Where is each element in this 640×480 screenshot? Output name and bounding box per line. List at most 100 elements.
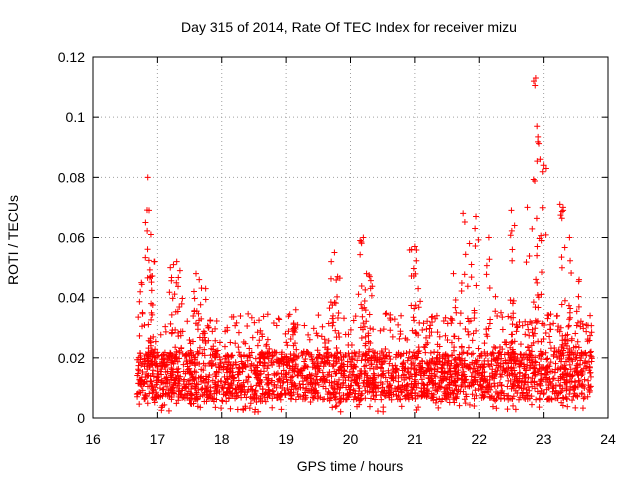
data-point xyxy=(366,403,373,410)
data-point xyxy=(578,390,585,397)
data-point xyxy=(135,366,142,373)
data-point xyxy=(270,388,277,395)
data-point xyxy=(283,359,290,366)
data-point xyxy=(307,381,314,388)
data-point xyxy=(534,252,541,259)
data-point xyxy=(560,207,567,214)
data-point xyxy=(188,385,195,392)
data-point xyxy=(151,354,158,361)
data-point xyxy=(170,261,177,268)
data-point xyxy=(162,328,169,335)
data-point xyxy=(212,325,219,332)
data-point xyxy=(242,361,249,368)
data-point xyxy=(428,329,435,336)
data-point xyxy=(426,361,433,368)
data-point xyxy=(486,256,493,263)
data-point xyxy=(456,402,463,409)
data-point xyxy=(433,396,440,403)
data-point xyxy=(144,366,151,373)
data-point xyxy=(581,376,588,383)
data-point xyxy=(217,356,224,363)
data-point xyxy=(200,375,207,382)
data-point xyxy=(192,362,199,369)
data-point xyxy=(537,380,544,387)
data-point xyxy=(556,383,563,390)
data-point xyxy=(430,380,437,387)
data-point xyxy=(362,333,369,340)
data-point xyxy=(204,322,211,329)
data-point xyxy=(439,373,446,380)
data-point xyxy=(470,350,477,357)
data-point xyxy=(458,343,465,350)
data-point xyxy=(413,247,420,253)
data-point xyxy=(235,329,242,336)
data-point xyxy=(433,312,440,319)
data-point xyxy=(530,78,537,85)
data-point xyxy=(451,356,458,363)
data-point xyxy=(176,267,183,274)
data-point xyxy=(282,330,289,337)
data-point xyxy=(191,295,198,302)
data-point xyxy=(491,383,498,390)
data-point xyxy=(345,331,352,338)
data-point xyxy=(539,168,546,175)
data-point xyxy=(256,317,263,324)
data-point xyxy=(319,323,326,330)
data-point xyxy=(314,358,321,365)
data-point xyxy=(538,338,545,345)
data-point xyxy=(462,251,469,258)
data-point xyxy=(198,285,205,292)
x-tick-label: 24 xyxy=(600,431,616,447)
data-point xyxy=(573,367,580,374)
data-point xyxy=(294,365,301,372)
data-point xyxy=(248,314,255,321)
data-point xyxy=(335,310,342,317)
data-point xyxy=(381,358,388,365)
data-point xyxy=(150,386,157,393)
data-point xyxy=(555,323,562,330)
data-point xyxy=(239,368,246,375)
data-point xyxy=(203,398,210,405)
data-point xyxy=(564,370,571,377)
data-point xyxy=(196,276,203,283)
data-point xyxy=(269,404,276,411)
data-point xyxy=(523,259,530,266)
data-point xyxy=(484,388,491,395)
data-point xyxy=(283,339,290,346)
data-point xyxy=(480,384,487,391)
data-point xyxy=(587,332,594,339)
data-point xyxy=(195,386,202,393)
x-tick-label: 18 xyxy=(214,431,230,447)
data-point xyxy=(356,397,363,404)
data-point xyxy=(148,287,155,294)
data-point xyxy=(295,353,302,360)
data-point xyxy=(437,398,444,405)
data-point xyxy=(135,314,142,321)
data-point xyxy=(538,376,545,383)
data-point xyxy=(332,370,339,377)
data-point xyxy=(326,305,333,312)
data-point xyxy=(190,376,197,383)
data-point xyxy=(329,315,336,322)
data-point xyxy=(380,408,387,415)
data-point xyxy=(452,379,459,386)
data-point xyxy=(518,356,525,363)
data-point xyxy=(244,357,251,364)
data-point xyxy=(522,318,529,325)
data-point xyxy=(558,399,565,406)
data-point xyxy=(202,285,209,292)
data-point xyxy=(454,375,461,382)
data-point xyxy=(348,382,355,389)
data-point xyxy=(440,317,447,324)
y-tick-label: 0.06 xyxy=(58,230,85,246)
data-point xyxy=(259,331,266,338)
data-point xyxy=(428,357,435,364)
data-point xyxy=(480,394,487,401)
data-point xyxy=(161,362,168,369)
data-point xyxy=(212,404,219,411)
data-point xyxy=(135,367,142,374)
data-point xyxy=(287,336,294,343)
data-point xyxy=(152,346,159,353)
data-point xyxy=(415,304,422,311)
data-point xyxy=(432,387,439,394)
